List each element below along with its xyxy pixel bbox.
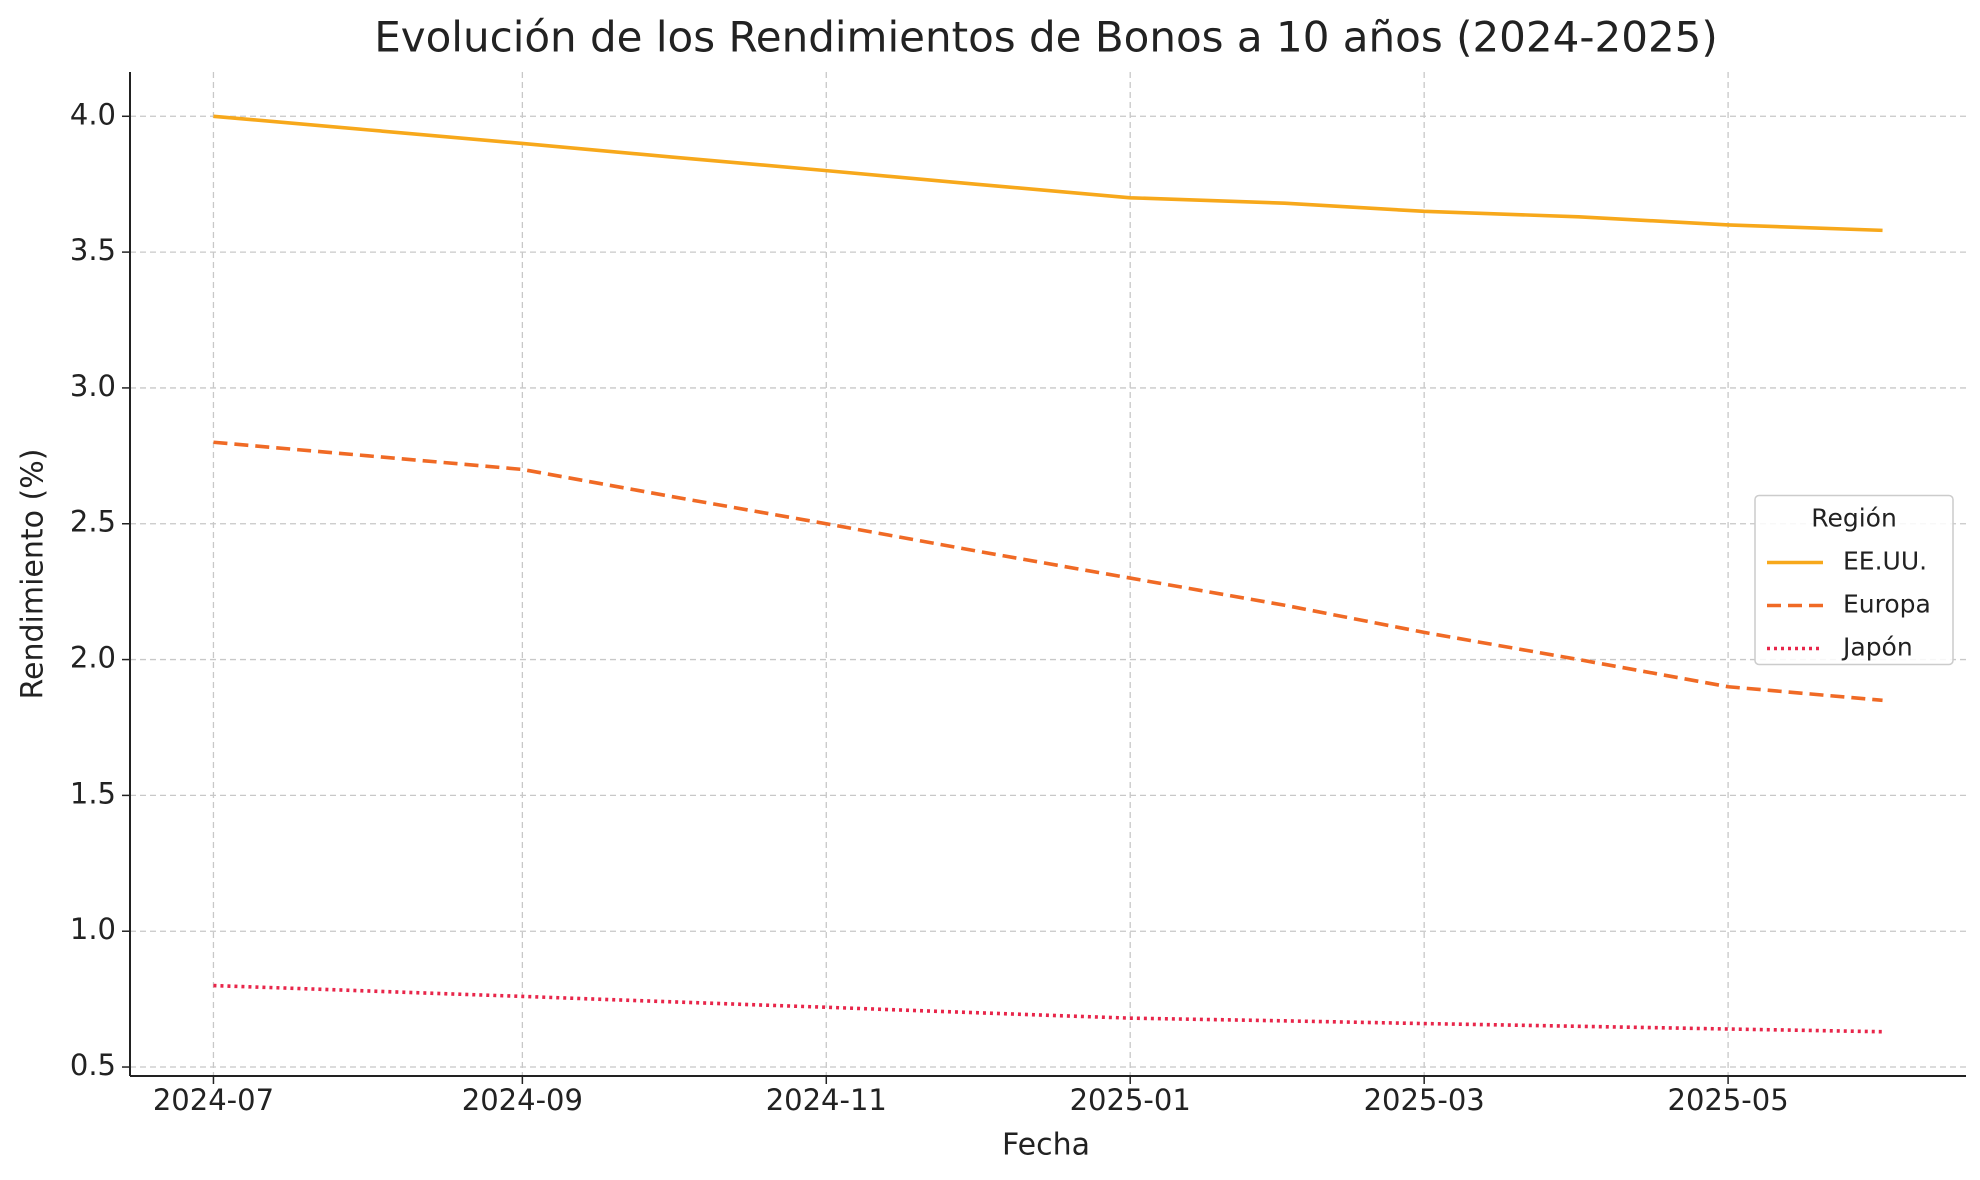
y-tick-label: 4.0 — [70, 97, 116, 131]
legend-title: Región — [1811, 504, 1897, 533]
y-tick-label: 3.0 — [70, 369, 116, 403]
x-tick-label: 2024-09 — [462, 1083, 583, 1117]
line-series — [213, 983, 1883, 1034]
legend-box — [1754, 494, 1954, 666]
y-tick-label: 3.5 — [70, 233, 116, 267]
x-tick-label: 2024-11 — [766, 1083, 887, 1117]
legend-label: EE.UU. — [1843, 547, 1927, 576]
y-tick-label: 1.0 — [70, 912, 116, 946]
line-series — [213, 114, 1883, 233]
y-tick-label: 2.0 — [70, 641, 116, 675]
legend-label: Japón — [1841, 633, 1913, 662]
x-tick-label: 2025-05 — [1668, 1083, 1789, 1117]
chart-title: Evolución de los Rendimientos de Bonos a… — [374, 13, 1718, 62]
x-axis-label: Fecha — [1002, 1128, 1090, 1163]
legend-label: Europa — [1843, 590, 1931, 619]
y-tick-label: 0.5 — [70, 1048, 116, 1082]
x-tick-label: 2025-03 — [1364, 1083, 1485, 1117]
x-tick-label: 2024-07 — [153, 1083, 274, 1117]
x-tick-label: 2025-01 — [1070, 1083, 1191, 1117]
line-series — [213, 440, 1883, 703]
y-axis-label: Rendimiento (%) — [16, 449, 51, 700]
y-tick-label: 1.5 — [70, 776, 116, 810]
y-tick-label: 2.5 — [70, 505, 116, 539]
